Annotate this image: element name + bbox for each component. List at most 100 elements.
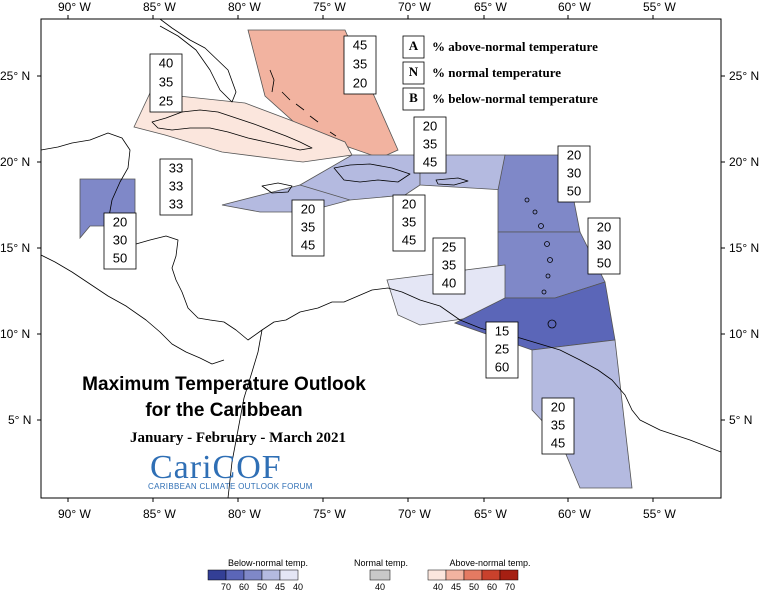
lon-label-bottom: 60° W xyxy=(558,507,591,521)
prob-below: 45 xyxy=(402,232,416,247)
prob-below: 60 xyxy=(495,359,509,374)
lon-label-bottom: 85° W xyxy=(143,507,176,521)
above-normal-tick-label: 40 xyxy=(433,582,443,590)
lat-label-right: 10° N xyxy=(729,327,759,341)
prob-below: 20 xyxy=(353,75,367,90)
above-normal-tick-label: 45 xyxy=(451,582,461,590)
prob-box-belize: 20 30 50 xyxy=(103,212,137,270)
map-title-line1: Maximum Temperature Outlook xyxy=(82,374,366,395)
prob-box-windward: 20 30 50 xyxy=(587,217,621,275)
logo-wordmark: CariCOF xyxy=(150,449,282,486)
prob-above: 25 xyxy=(442,239,456,254)
lat-label-right: 25° N xyxy=(729,69,759,83)
pacific-coast xyxy=(41,254,225,365)
prob-box-abc-islands: 25 35 40 xyxy=(432,237,466,295)
prob-box-bahamas: 45 35 20 xyxy=(343,35,377,95)
prob-box-hispaniola: 20 35 45 xyxy=(413,116,447,174)
lon-label-bottom: 80° W xyxy=(228,507,261,521)
lon-label-bottom: 70° W xyxy=(398,507,431,521)
bahamas-islands xyxy=(269,69,337,137)
prob-below: 25 xyxy=(159,93,173,108)
caricof-logo: CariCOF CARIBBEAN CLIMATE OUTLOOK FORUM xyxy=(148,449,313,491)
prob-above: 20 xyxy=(113,214,127,229)
prob-above: 45 xyxy=(353,37,367,52)
above-normal-swatch xyxy=(463,569,483,581)
normal-tick-label: 40 xyxy=(375,582,385,590)
prob-above: 20 xyxy=(301,201,315,216)
below-normal-tick-label: 60 xyxy=(239,582,249,590)
prob-above: 33 xyxy=(169,160,183,175)
prob-normal: 25 xyxy=(495,341,509,356)
prob-box-guianas: 20 35 45 xyxy=(541,397,575,455)
prob-below: 50 xyxy=(567,183,581,198)
prob-below: 45 xyxy=(423,154,437,169)
cuba-coast xyxy=(151,109,313,151)
above-normal-swatches: 40 45 50 60 70 xyxy=(427,569,519,590)
prob-normal: 30 xyxy=(113,232,127,247)
lon-label-top: 55° W xyxy=(643,0,676,14)
prob-below: 50 xyxy=(113,250,127,265)
prob-normal: 35 xyxy=(551,417,565,432)
above-normal-title: Above-normal temp. xyxy=(449,558,530,568)
below-normal-swatch xyxy=(261,569,281,581)
prob-box-trinidad: 15 25 60 xyxy=(485,321,519,379)
prob-box-leeward: 20 30 50 xyxy=(557,145,591,203)
prob-box-puerto-rico: 20 35 45 xyxy=(392,194,426,252)
puerto-rico-coast xyxy=(435,177,469,186)
prob-below: 45 xyxy=(551,435,565,450)
prob-normal: 35 xyxy=(402,214,416,229)
key-letter-b: B xyxy=(409,90,418,105)
hispaniola-coast xyxy=(333,163,411,183)
lon-label-top: 85° W xyxy=(143,0,176,14)
lon-label-bottom: 55° W xyxy=(643,507,676,521)
lat-label-right: 15° N xyxy=(729,241,759,255)
lon-label-bottom: 65° W xyxy=(474,507,507,521)
lon-label-top: 80° W xyxy=(228,0,261,14)
longitude-axis: 90° W 85° W 80° W 75° W 70° W 65° W 60° … xyxy=(58,0,676,521)
colorbar-legend: Below-normal temp. Normal temp. Above-no… xyxy=(207,558,531,590)
above-normal-swatch xyxy=(427,569,447,581)
lat-label-left: 25° N xyxy=(0,69,30,83)
prob-box-cayman: 33 33 33 xyxy=(159,158,193,216)
below-normal-swatch xyxy=(279,569,299,581)
prob-above: 40 xyxy=(159,55,173,70)
normal-title: Normal temp. xyxy=(354,558,408,568)
key-letter-a: A xyxy=(409,38,419,53)
normal-swatch xyxy=(369,569,391,581)
lon-label-top: 60° W xyxy=(558,0,591,14)
logo-subtitle: CARIBBEAN CLIMATE OUTLOOK FORUM xyxy=(148,482,313,491)
category-key: A % above-normal temperature N % normal … xyxy=(402,35,598,111)
above-normal-swatch xyxy=(499,569,519,581)
below-normal-tick-label: 50 xyxy=(257,582,267,590)
key-text-b: % below-normal temperature xyxy=(432,91,598,106)
map-period: January - February - March 2021 xyxy=(130,430,346,446)
prob-below: 33 xyxy=(169,196,183,211)
south-america-inland xyxy=(227,329,263,498)
lat-label-left: 10° N xyxy=(0,327,30,341)
above-normal-tick-label: 60 xyxy=(487,582,497,590)
prob-below: 40 xyxy=(442,275,456,290)
lon-label-top: 90° W xyxy=(58,0,91,14)
lat-label-right: 5° N xyxy=(729,413,752,427)
jamaica-coast xyxy=(261,182,293,194)
lon-label-top: 75° W xyxy=(313,0,346,14)
florida-coast xyxy=(159,19,237,103)
below-normal-tick-label: 40 xyxy=(293,582,303,590)
prob-below: 50 xyxy=(597,255,611,270)
below-normal-swatch xyxy=(243,569,263,581)
prob-normal: 35 xyxy=(423,136,437,151)
below-normal-swatches: 70 60 50 45 40 xyxy=(207,569,303,590)
prob-below: 45 xyxy=(301,237,315,252)
prob-normal: 35 xyxy=(353,56,367,71)
prob-box-cuba: 40 35 25 xyxy=(149,53,183,113)
map-title-line2: for the Caribbean xyxy=(145,400,302,421)
prob-normal: 30 xyxy=(597,237,611,252)
lon-label-top: 65° W xyxy=(474,0,507,14)
coastlines xyxy=(41,19,721,498)
normal-swatch: 40 xyxy=(369,569,391,590)
key-letter-n: N xyxy=(409,64,419,79)
lon-label-top: 70° W xyxy=(398,0,431,14)
key-text-a: % above-normal temperature xyxy=(432,39,598,54)
prob-normal: 35 xyxy=(442,257,456,272)
